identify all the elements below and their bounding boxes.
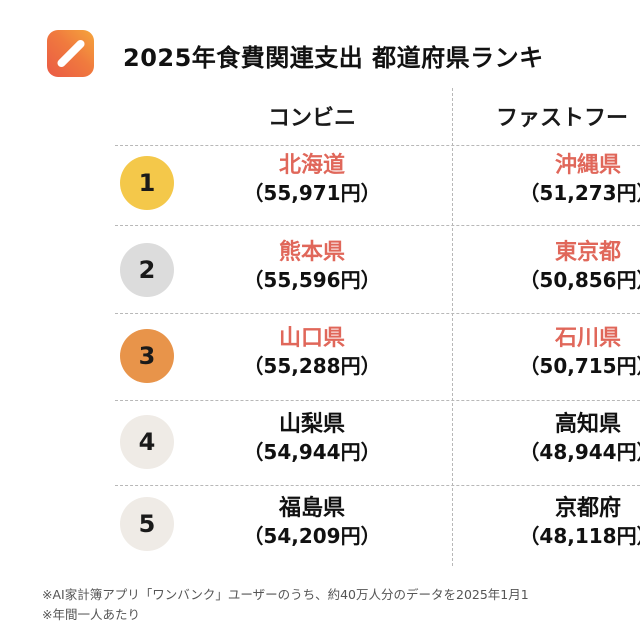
amount-value: （48,944円） (519, 440, 640, 464)
prefecture-name: 高知県 (554, 412, 621, 437)
fastfood-cell-5: 京都府 （48,118円） (488, 495, 640, 549)
amount-value: （54,944円） (243, 440, 381, 464)
amount-value: （48,118円） (519, 524, 640, 548)
convenience-cell-2: 熊本県 （55,596円） (212, 239, 412, 293)
footnote-source: ※AI家計簿アプリ「ワンバンク」ユーザーのうち、約40万人分のデータを2025年… (42, 587, 529, 602)
amount-value: （55,288円） (243, 354, 381, 378)
prefecture-name: 福島県 (278, 496, 345, 521)
column-divider (452, 88, 453, 566)
prefecture-name: 京都府 (554, 496, 621, 521)
convenience-cell-1: 北海道 （55,971円） (212, 152, 412, 206)
prefecture-name: 東京都 (554, 240, 621, 265)
footnote-per-person: ※年間一人あたり (42, 607, 140, 622)
prefecture-name: 沖縄県 (554, 153, 621, 178)
column-header-convenience-store: コンビニ (267, 106, 356, 131)
fastfood-cell-4: 高知県 （48,944円） (488, 411, 640, 465)
row-separator (115, 313, 640, 314)
prefecture-name: 山口県 (278, 326, 345, 351)
convenience-cell-5: 福島県 （54,209円） (212, 495, 412, 549)
amount-value: （55,971円） (243, 181, 381, 205)
amount-value: （51,273円） (519, 181, 640, 205)
fastfood-cell-2: 東京都 （50,856円） (488, 239, 640, 293)
amount-value: （50,715円） (519, 354, 640, 378)
rank-badge-2: 2 (120, 243, 174, 297)
amount-value: （54,209円） (243, 524, 381, 548)
fastfood-cell-3: 石川県 （50,715円） (488, 325, 640, 379)
rank-badge-4: 4 (120, 415, 174, 469)
rank-badge-5: 5 (120, 497, 174, 551)
fastfood-cell-1: 沖縄県 （51,273円） (488, 152, 640, 206)
prefecture-name: 熊本県 (278, 240, 345, 265)
pencil-app-icon (47, 30, 94, 77)
amount-value: （50,856円） (519, 268, 640, 292)
column-header-fast-food: ファストフー (496, 106, 629, 131)
convenience-cell-3: 山口県 （55,288円） (212, 325, 412, 379)
row-separator (115, 145, 640, 146)
prefecture-name: 山梨県 (278, 412, 345, 437)
row-separator (115, 485, 640, 486)
rank-badge-1: 1 (120, 156, 174, 210)
page-title: 2025年食費関連支出 都道府県ランキ (123, 44, 544, 72)
rank-badge-3: 3 (120, 329, 174, 383)
prefecture-name: 北海道 (278, 153, 345, 178)
convenience-cell-4: 山梨県 （54,944円） (212, 411, 412, 465)
amount-value: （55,596円） (243, 268, 381, 292)
row-separator (115, 225, 640, 226)
row-separator (115, 400, 640, 401)
pencil-stroke-icon (55, 38, 87, 69)
prefecture-name: 石川県 (554, 326, 621, 351)
